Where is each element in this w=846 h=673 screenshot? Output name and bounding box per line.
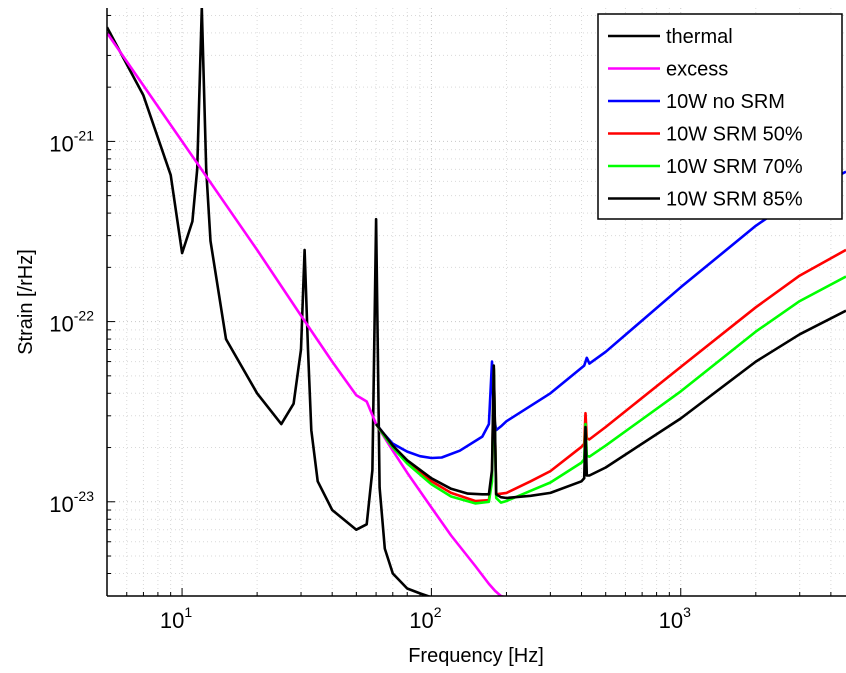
- y-tick-label: 10-21: [49, 127, 94, 156]
- y-tick-label: 10-23: [49, 488, 94, 517]
- legend-label: 10W SRM 50%: [666, 124, 803, 146]
- x-tick-label: 103: [659, 604, 691, 633]
- legend-label: thermal: [666, 26, 733, 48]
- y-tick-label: 10-22: [49, 308, 94, 337]
- data-series: [107, 8, 846, 596]
- series-line-5: [375, 309, 846, 500]
- series-line-0: [107, 8, 432, 596]
- legend-label: 10W no SRM: [666, 91, 785, 113]
- legend-label: 10W SRM 70%: [666, 156, 803, 178]
- series-line-4: [375, 275, 846, 505]
- x-tick-label: 101: [160, 604, 192, 633]
- series-line-3: [375, 248, 846, 503]
- tick-labels: 101 102 103 10-23 10-22 10-21: [49, 127, 691, 633]
- axes: [106, 8, 846, 597]
- x-axis-label: Frequency [Hz]: [408, 645, 544, 667]
- legend-label: excess: [666, 59, 728, 81]
- series-line-1: [107, 32, 507, 596]
- legend: thermal excess 10W no SRM 10W SRM 50% 10W SR…: [597, 13, 843, 220]
- legend-label: 10W SRM 85%: [666, 189, 803, 211]
- y-axis-label: Strain [/rHz]: [15, 249, 37, 355]
- legend-box: [597, 13, 843, 220]
- x-tick-label: 102: [409, 604, 441, 633]
